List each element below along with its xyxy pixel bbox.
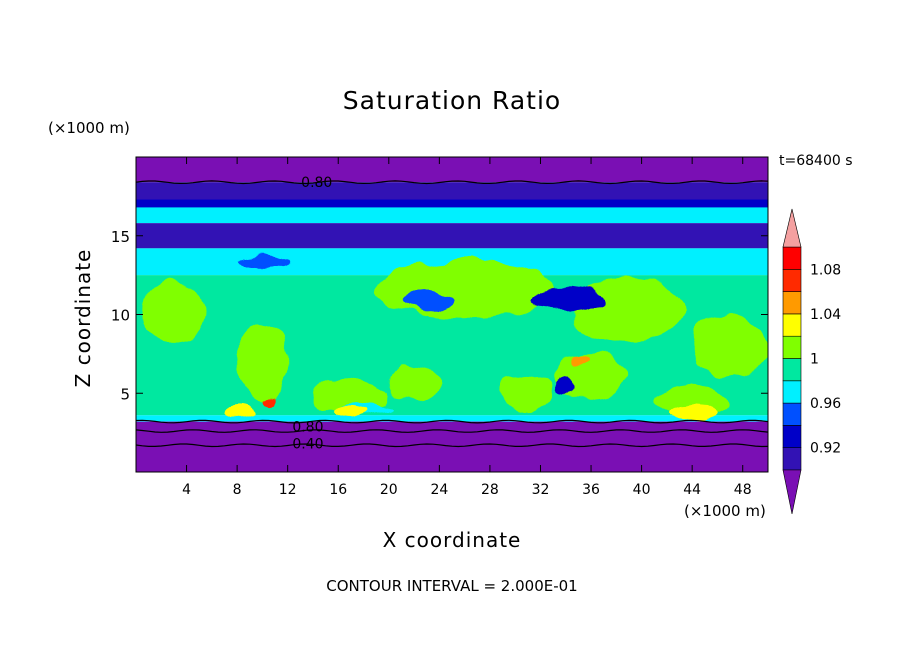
colorbar-segment-2 (782, 402, 802, 426)
contour-line-0 (136, 180, 768, 185)
x-tick-label-11: 48 (734, 482, 752, 498)
y-axis-unit: (×1000 m) (48, 119, 130, 137)
field-region-12 (237, 256, 288, 269)
y-tick-label-1: 10 (111, 307, 130, 325)
field-region-2 (376, 259, 554, 320)
field-region-17 (570, 357, 586, 367)
x-tick-label-0: 4 (182, 482, 191, 498)
colorbar-segment-1 (782, 425, 802, 448)
colorbar-label-2: 1 (810, 352, 819, 368)
saturation-field (136, 157, 768, 472)
y-tick-label-2: 15 (111, 228, 130, 246)
colorbar-label-3: 1.04 (810, 307, 841, 323)
colorbar-min-arrow (782, 469, 802, 515)
contour-line-2 (136, 429, 768, 433)
contour-label-1: 0.80 (292, 419, 323, 435)
field-region-18 (555, 377, 576, 394)
field-region-4 (692, 314, 768, 378)
field-layer-4 (136, 223, 768, 249)
x-axis-unit: (×1000 m) (684, 502, 766, 520)
colorbar-segment-9 (782, 246, 802, 270)
x-tick-label-5: 24 (430, 482, 448, 498)
contour-interval-note: CONTOUR INTERVAL = 2.000E-01 (326, 577, 578, 595)
field-layer-3 (136, 207, 768, 224)
colorbar-segment-4 (782, 358, 802, 382)
contour-labels: 0.80 0.80 0.40 (292, 175, 332, 452)
contour-label-0: 0.80 (301, 175, 332, 191)
field-region-19 (261, 397, 274, 406)
x-axis-label: X coordinate (382, 528, 522, 552)
field-region-6 (388, 364, 440, 403)
colorbar-label-1: 0.96 (810, 396, 841, 412)
x-tick-label-6: 28 (481, 482, 499, 498)
field-regions (142, 256, 768, 421)
x-tick-label-10: 44 (683, 482, 701, 498)
contour-label-2: 0.40 (292, 437, 323, 453)
field-layer-2 (136, 199, 768, 211)
time-label: t=68400 s (779, 153, 853, 169)
x-tick-label-2: 12 (279, 482, 297, 498)
x-axis-ticks: 4 8 12 16 20 24 28 32 36 40 44 48 (182, 157, 752, 498)
colorbar-segment-6 (782, 313, 802, 337)
colorbar-segment-8 (782, 268, 802, 292)
colorbar-segment-7 (782, 291, 802, 315)
field-region-0 (142, 279, 206, 343)
x-tick-label-9: 40 (633, 482, 651, 498)
field-region-11 (401, 292, 452, 312)
x-tick-label-8: 36 (582, 482, 600, 498)
colorbar-label-0: 0.92 (810, 441, 841, 457)
contour-lines (136, 180, 768, 448)
colorbar-max-arrow (782, 208, 802, 248)
contour-line-3 (136, 443, 768, 448)
x-tick-label-1: 8 (233, 482, 242, 498)
field-region-10 (527, 286, 604, 312)
field-region-14 (330, 407, 367, 421)
field-region-16 (666, 407, 718, 421)
field-layer-1 (136, 182, 768, 202)
colorbar: 0.92 0.96 1 1.04 1.08 (782, 208, 841, 515)
field-region-9 (654, 385, 731, 417)
colorbar-segment-3 (782, 380, 802, 404)
x-tick-label-3: 16 (329, 482, 347, 498)
colorbar-label-4: 1.08 (810, 262, 841, 278)
field-region-3 (572, 278, 686, 342)
field-layer-0 (136, 157, 768, 183)
y-axis-ticks: 5 10 15 (111, 228, 768, 403)
field-region-7 (502, 374, 554, 413)
colorbar-segment-0 (782, 447, 802, 471)
x-tick-label-7: 32 (532, 482, 550, 498)
chart-title: Saturation Ratio (342, 86, 562, 115)
field-region-15 (224, 407, 255, 421)
field-region-1 (237, 322, 288, 402)
y-tick-label-0: 5 (120, 385, 130, 403)
contour-line-1 (136, 419, 768, 424)
colorbar-segment-5 (782, 335, 802, 359)
x-tick-label-4: 20 (380, 482, 398, 498)
field-layer-7 (136, 415, 768, 422)
